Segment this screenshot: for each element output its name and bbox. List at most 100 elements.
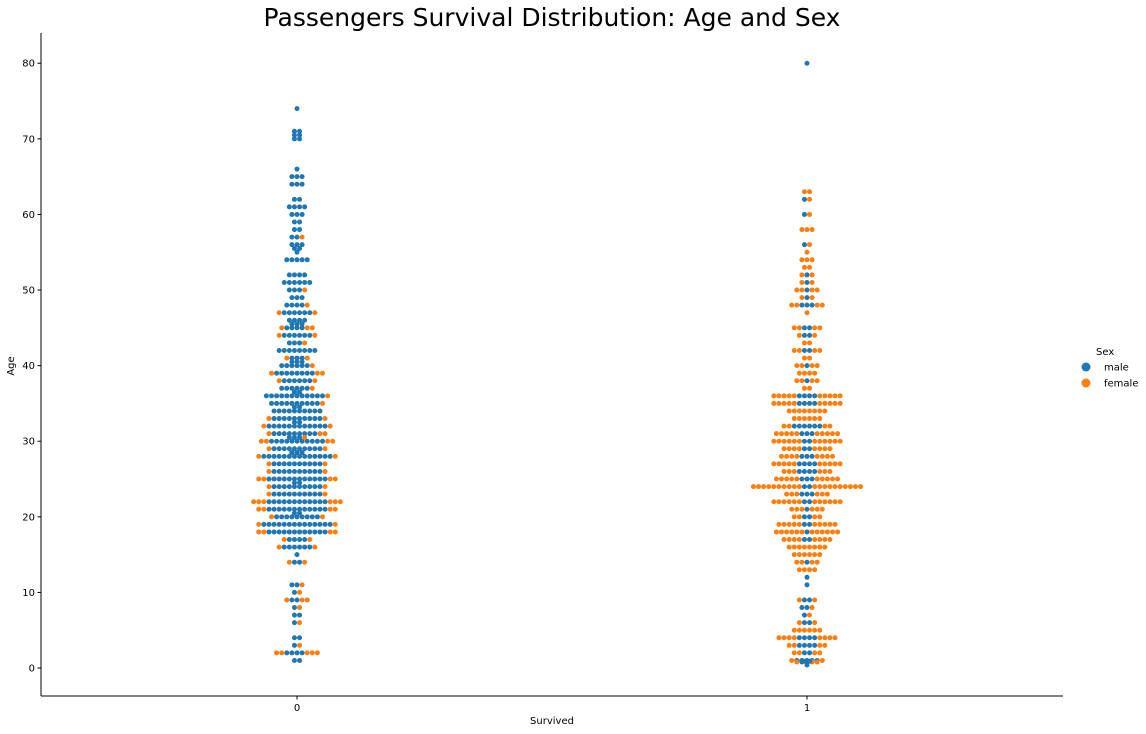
data-point-female [304, 597, 310, 603]
data-point-female [827, 446, 833, 452]
data-point-male [297, 434, 303, 440]
data-point-female [784, 476, 790, 482]
data-point-female [789, 529, 795, 535]
data-point-male [297, 453, 303, 459]
data-point-female [832, 393, 838, 399]
data-point-male [286, 423, 292, 429]
data-point-male [299, 400, 305, 406]
data-point-male [299, 438, 305, 444]
data-point-female [791, 416, 797, 422]
data-point-female [799, 559, 805, 565]
data-point-male [286, 499, 292, 505]
data-point-male [312, 529, 318, 535]
data-point-female [812, 370, 818, 376]
data-point-female [814, 476, 820, 482]
data-point-female [786, 400, 792, 406]
data-point-male [286, 537, 292, 543]
data-point-female [789, 453, 795, 459]
data-point-female [809, 279, 815, 285]
data-point-male [276, 423, 282, 429]
data-point-male [276, 453, 282, 459]
data-point-male [286, 476, 292, 482]
data-point-female [256, 453, 262, 459]
data-point-male [317, 484, 323, 490]
data-point-male [294, 650, 300, 656]
data-point-male [294, 302, 300, 308]
data-point-female [784, 453, 790, 459]
data-point-female [817, 537, 823, 543]
data-point-male [281, 416, 287, 422]
data-point-male [291, 389, 297, 395]
data-point-male [312, 423, 318, 429]
data-point-male [297, 196, 303, 202]
data-point-male [281, 310, 287, 316]
data-point-male [274, 438, 280, 444]
data-point-female [830, 431, 835, 437]
data-point-male [294, 393, 300, 399]
data-point-male [796, 461, 802, 467]
data-point-female [804, 257, 810, 263]
data-point-male [312, 468, 318, 474]
data-point-male [297, 378, 303, 384]
data-point-female [791, 438, 797, 444]
data-point-male [297, 416, 303, 422]
data-point-male [299, 385, 305, 391]
data-point-female [325, 393, 331, 399]
data-point-female [784, 529, 790, 535]
data-point-male [807, 461, 813, 467]
data-point-female [299, 234, 305, 240]
data-point-male [812, 468, 818, 474]
data-point-male [271, 468, 277, 474]
data-point-male [299, 355, 305, 361]
data-point-male [271, 491, 277, 497]
data-point-female [786, 537, 792, 543]
data-point-female [819, 453, 825, 459]
data-point-male [286, 434, 292, 440]
data-point-male [799, 431, 805, 437]
data-point-male [297, 635, 303, 641]
data-point-female [776, 393, 782, 399]
data-point-male [804, 582, 810, 588]
data-point-male [271, 529, 277, 535]
data-point-female [817, 627, 823, 633]
data-point-male [302, 279, 308, 285]
data-point-male [807, 499, 813, 505]
data-point-female [799, 227, 805, 233]
data-point-female [322, 484, 328, 490]
data-point-female [776, 484, 782, 490]
data-point-male [297, 510, 303, 516]
data-point-male [801, 521, 807, 527]
data-point-female [791, 537, 797, 543]
data-point-female [812, 620, 818, 626]
data-point-male [302, 332, 308, 338]
data-point-female [814, 431, 820, 437]
data-point-male [276, 446, 282, 452]
data-point-male [286, 287, 292, 293]
data-point-male [294, 514, 300, 520]
data-point-male [274, 514, 280, 520]
data-point-female [799, 295, 805, 301]
data-point-female [796, 332, 802, 338]
data-point-female [822, 393, 828, 399]
data-point-female [304, 355, 310, 361]
data-point-male [289, 234, 295, 240]
data-point-male [279, 370, 285, 376]
data-point-female [794, 287, 800, 293]
data-point-female [784, 491, 790, 497]
data-point-male [796, 642, 802, 648]
legend-label-male: male [1104, 363, 1129, 374]
data-point-female [773, 431, 779, 437]
data-point-female [799, 378, 805, 384]
data-point-female [794, 453, 800, 459]
data-point-female [801, 189, 807, 195]
data-point-male [286, 310, 292, 316]
data-point-female [822, 537, 828, 543]
data-point-male [297, 521, 303, 527]
data-point-male [807, 658, 813, 664]
data-point-female [276, 332, 282, 338]
data-point-female [794, 506, 800, 512]
data-point-male [309, 370, 315, 376]
data-point-female [812, 499, 818, 505]
x-tick-label: 0 [294, 703, 300, 714]
data-point-female [812, 627, 818, 633]
